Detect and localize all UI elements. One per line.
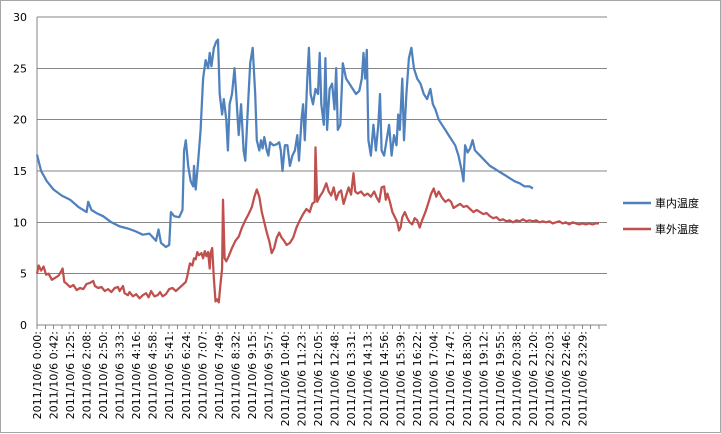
legend-label: 車外温度 xyxy=(655,222,699,236)
x-tick-label: 2011/10/6 2:08: xyxy=(81,331,94,419)
x-tick-label: 2011/10/6 8:32: xyxy=(229,331,242,419)
x-tick-label: 2011/10/6 11:23: xyxy=(295,331,308,426)
y-tick-label: 25 xyxy=(13,62,27,75)
x-tick-label: 2011/10/6 5:41: xyxy=(163,331,176,419)
x-tick-label: 2011/10/6 19:55: xyxy=(494,331,507,426)
x-tick-label: 2011/10/6 0:42: xyxy=(48,331,61,419)
series-line-1 xyxy=(35,146,599,304)
x-tick-label: 2011/10/6 21:20: xyxy=(527,331,540,426)
y-tick-label: 20 xyxy=(13,114,27,127)
y-tick-label: 10 xyxy=(13,216,27,229)
x-tick-label: 2011/10/6 10:40: xyxy=(279,331,292,426)
x-tick-label: 2011/10/6 19:12: xyxy=(477,331,490,426)
x-tick-label: 2011/10/6 1:25: xyxy=(64,331,77,419)
x-tick-label: 2011/10/6 16:22: xyxy=(411,331,424,426)
y-tick-label: 30 xyxy=(13,11,27,24)
x-tick-label: 2011/10/6 3:33: xyxy=(114,331,127,419)
x-tick-label: 2011/10/6 18:30: xyxy=(461,331,474,426)
y-tick-label: 0 xyxy=(20,319,27,332)
x-tick-label: 2011/10/6 6:24: xyxy=(180,331,193,419)
x-tick-label: 2011/10/6 15:39: xyxy=(395,331,408,426)
x-tick-label: 2011/10/6 13:31: xyxy=(345,331,358,426)
x-tick-label: 2011/10/6 2:50: xyxy=(97,331,110,419)
series-line-0 xyxy=(35,38,534,249)
x-tick-label: 2011/10/6 23:29: xyxy=(576,331,589,426)
x-tick-label: 2011/10/6 9:57: xyxy=(262,331,275,419)
y-tick-label: 5 xyxy=(20,268,27,281)
x-tick-label: 2011/10/6 22:03: xyxy=(543,331,556,426)
x-tick-label: 2011/10/6 22:46: xyxy=(560,331,573,426)
x-tick-label: 2011/10/6 20:38: xyxy=(510,331,523,426)
x-tick-label: 2011/10/6 17:04: xyxy=(428,331,441,426)
x-tick-label: 2011/10/6 12:05: xyxy=(312,331,325,426)
x-tick-label: 2011/10/6 4:58: xyxy=(147,331,160,419)
x-tick-label: 2011/10/6 0:00: xyxy=(31,331,44,419)
legend-label: 車内温度 xyxy=(655,196,699,210)
x-tick-label: 2011/10/6 4:16: xyxy=(130,331,143,419)
y-tick-label: 15 xyxy=(13,165,27,178)
x-tick-label: 2011/10/6 12:48: xyxy=(329,331,342,426)
x-tick-label: 2011/10/6 14:13: xyxy=(362,331,375,426)
x-tick-label: 2011/10/6 14:56: xyxy=(378,331,391,426)
x-tick-label: 2011/10/6 9:15: xyxy=(246,331,259,419)
x-tick-label: 2011/10/6 7:49: xyxy=(213,331,226,419)
x-tick-label: 2011/10/6 17:47: xyxy=(444,331,457,426)
x-tick-label: 2011/10/6 7:07: xyxy=(196,331,209,419)
